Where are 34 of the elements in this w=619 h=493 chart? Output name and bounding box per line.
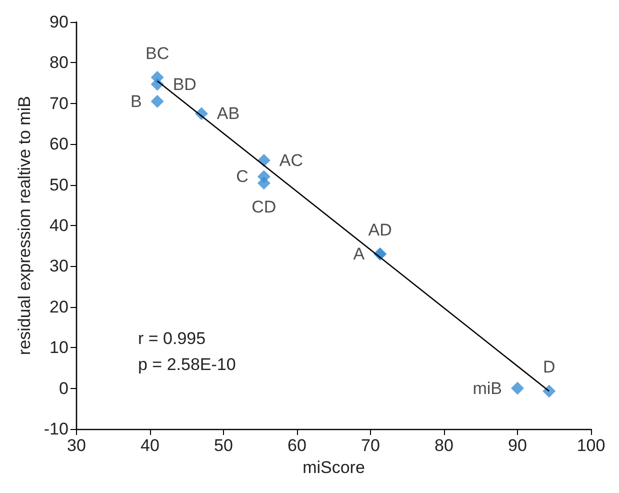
x-tick-label: 70 [361, 436, 380, 455]
y-tick-label: 60 [50, 134, 68, 154]
data-label: AD [368, 220, 392, 240]
y-axis-title: residual expression realtive to miB [15, 96, 34, 355]
y-tick-label: 90 [50, 12, 68, 32]
annotation: p = 2.58E-10 [138, 355, 236, 374]
y-tick-label: 50 [50, 175, 68, 194]
x-axis-title: miScore [302, 458, 365, 477]
x-tick-label: 30 [67, 436, 86, 455]
x-tick-label: 60 [288, 436, 306, 455]
y-tick-label: 20 [50, 297, 68, 316]
x-tick-label: 50 [214, 436, 233, 455]
data-label: A [353, 244, 366, 264]
y-tick-label: 70 [50, 94, 68, 113]
y-tick-label: 0 [59, 378, 68, 398]
y-tick-label: 30 [50, 256, 68, 276]
y-tick-label: 80 [50, 53, 68, 72]
y-tick-label: -10 [44, 420, 68, 438]
y-tick-label: 40 [50, 216, 68, 235]
data-label: CD [252, 198, 276, 217]
data-label: B [130, 92, 142, 111]
annotation: r = 0.995 [138, 329, 206, 348]
y-tick-label: 10 [50, 338, 68, 358]
data-label: AC [279, 150, 304, 170]
data-label: AB [216, 104, 240, 124]
data-label: BD [172, 74, 196, 94]
data-label: BC [146, 44, 170, 63]
data-label: D [542, 358, 556, 377]
data-label: miB [472, 378, 502, 398]
x-tick-label: 80 [434, 436, 454, 455]
x-tick-label: 90 [508, 436, 527, 455]
x-tick-label: 100 [576, 436, 606, 455]
x-tick-label: 40 [140, 436, 160, 455]
data-label: C [236, 167, 248, 186]
